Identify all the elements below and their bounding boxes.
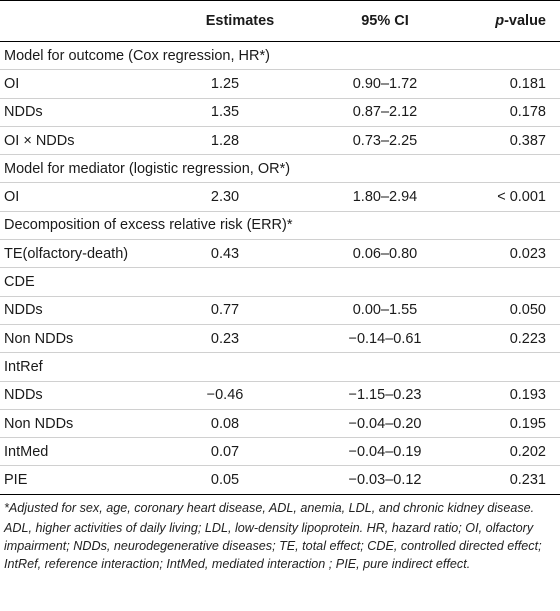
section-row: Decomposition of excess relative risk (E…	[0, 211, 560, 241]
row-ci: −1.15–0.23	[310, 381, 460, 410]
row-pvalue: 0.193	[460, 381, 560, 410]
row-ci: 0.87–2.12	[310, 98, 460, 127]
row-pvalue: 0.181	[460, 69, 560, 99]
section-label: CDE	[0, 267, 560, 297]
row-estimate: 0.43	[170, 239, 310, 269]
table-row: NDDs −0.46 −1.15–0.23 0.193	[0, 381, 560, 410]
row-label: NDDs	[0, 296, 170, 325]
row-estimate: 1.35	[170, 98, 310, 127]
row-ci: −0.14–0.61	[310, 324, 460, 354]
header-label	[0, 0, 170, 42]
row-estimate: 1.25	[170, 69, 310, 99]
section-row: CDE	[0, 267, 560, 297]
row-label: OI	[0, 69, 170, 99]
row-ci: 1.80–2.94	[310, 182, 460, 212]
row-pvalue: 0.223	[460, 324, 560, 354]
table-row: NDDs 1.35 0.87–2.12 0.178	[0, 98, 560, 127]
row-estimate: 0.07	[170, 437, 310, 467]
row-ci: 0.00–1.55	[310, 296, 460, 325]
row-estimate: 0.77	[170, 296, 310, 325]
section-label: Model for outcome (Cox regression, HR*)	[0, 41, 560, 71]
table-row: OI × NDDs 1.28 0.73–2.25 0.387	[0, 126, 560, 156]
table-row: NDDs 0.77 0.00–1.55 0.050	[0, 296, 560, 325]
section-label: Model for mediator (logistic regression,…	[0, 154, 560, 184]
table-row: TE(olfactory-death) 0.43 0.06–0.80 0.023	[0, 239, 560, 269]
row-label: IntMed	[0, 437, 170, 467]
row-label: Non NDDs	[0, 324, 170, 354]
row-ci: −0.04–0.20	[310, 409, 460, 439]
table-row: OI 2.30 1.80–2.94 < 0.001	[0, 182, 560, 212]
row-ci: −0.04–0.19	[310, 437, 460, 467]
row-pvalue: 0.202	[460, 437, 560, 467]
header-pvalue-rest: -value	[504, 13, 546, 29]
row-estimate: 1.28	[170, 126, 310, 156]
table-row: IntMed 0.07 −0.04–0.19 0.202	[0, 437, 560, 467]
row-pvalue: 0.023	[460, 239, 560, 269]
section-row: IntRef	[0, 352, 560, 382]
row-ci: 0.73–2.25	[310, 126, 460, 156]
row-label: PIE	[0, 465, 170, 495]
footnote-abbreviations: ADL, higher activities of daily living; …	[4, 520, 542, 571]
row-pvalue: < 0.001	[460, 182, 560, 212]
results-table: Estimates 95% CI p-value Model for outco…	[0, 0, 560, 495]
row-estimate: 0.23	[170, 324, 310, 354]
section-row: Model for mediator (logistic regression,…	[0, 154, 560, 184]
footnote-adjusted: *Adjusted for sex, age, coronary heart d…	[4, 500, 535, 515]
table-row: OI 1.25 0.90–1.72 0.181	[0, 69, 560, 99]
table-header: Estimates 95% CI p-value	[0, 0, 560, 42]
results-table-container: Estimates 95% CI p-value Model for outco…	[0, 0, 560, 573]
table-footnotes: *Adjusted for sex, age, coronary heart d…	[0, 495, 560, 573]
header-pvalue: p-value	[460, 0, 560, 42]
row-estimate: −0.46	[170, 381, 310, 410]
section-label: IntRef	[0, 352, 560, 382]
row-ci: −0.03–0.12	[310, 465, 460, 495]
header-ci: 95% CI	[310, 0, 460, 42]
row-estimate: 2.30	[170, 182, 310, 212]
row-pvalue: 0.195	[460, 409, 560, 439]
row-label: TE(olfactory-death)	[0, 239, 170, 269]
header-estimates: Estimates	[170, 0, 310, 42]
row-ci: 0.90–1.72	[310, 69, 460, 99]
row-estimate: 0.08	[170, 409, 310, 439]
table-row: Non NDDs 0.08 −0.04–0.20 0.195	[0, 409, 560, 439]
row-label: NDDs	[0, 98, 170, 127]
table-row: PIE 0.05 −0.03–0.12 0.231	[0, 465, 560, 495]
table-row: Non NDDs 0.23 −0.14–0.61 0.223	[0, 324, 560, 354]
row-estimate: 0.05	[170, 465, 310, 495]
row-ci: 0.06–0.80	[310, 239, 460, 269]
section-row: Model for outcome (Cox regression, HR*)	[0, 41, 560, 71]
table-body: Model for outcome (Cox regression, HR*) O…	[0, 41, 560, 495]
row-label: OI	[0, 182, 170, 212]
header-row: Estimates 95% CI p-value	[0, 0, 560, 42]
row-pvalue: 0.178	[460, 98, 560, 127]
row-label: Non NDDs	[0, 409, 170, 439]
row-pvalue: 0.387	[460, 126, 560, 156]
row-label: OI × NDDs	[0, 126, 170, 156]
row-label: NDDs	[0, 381, 170, 410]
row-pvalue: 0.231	[460, 465, 560, 495]
header-pvalue-italic: p	[495, 13, 505, 29]
section-label: Decomposition of excess relative risk (E…	[0, 211, 560, 241]
row-pvalue: 0.050	[460, 296, 560, 325]
